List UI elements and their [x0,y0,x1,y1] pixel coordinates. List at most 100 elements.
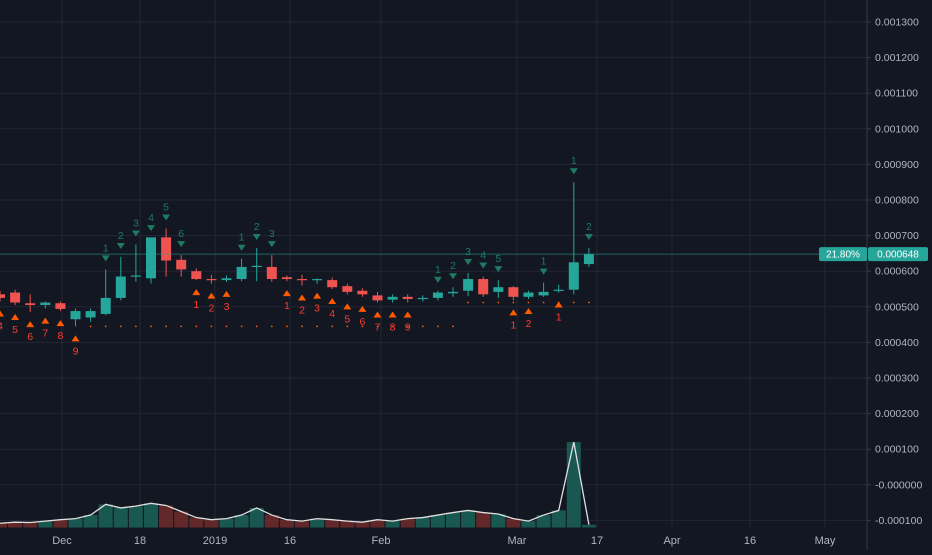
sequential-down-label: 1 [284,300,290,312]
volume-bar [68,518,83,528]
candle-body [176,259,187,270]
volume-bar [8,522,23,528]
y-tick-label: 0.000900 [875,159,919,171]
candle-body [478,279,489,295]
volume-bar [38,521,53,528]
candle-body [100,297,111,314]
sequential-down-label: 2 [299,304,305,316]
sequential-down-label: 1 [510,319,516,331]
sequential-down-label: 6 [27,331,33,343]
volume-bar [128,506,143,528]
sequential-down-arrow [71,335,80,342]
sequential-up-arrow [539,268,548,275]
sequential-up-arrow [433,276,442,283]
sequential-down-arrow [11,314,20,321]
candle-body [191,271,202,280]
sequential-up-arrow [464,258,473,265]
volume-bar [461,510,476,528]
volume-line [0,441,590,525]
volume-bar [83,515,98,528]
price-scale[interactable]: 0.001300 0.001200 0.001100 0.001000 0.000900… [867,17,922,527]
sequential-down-label: 2 [208,303,214,315]
sequential-down-arrow [358,305,367,312]
candle-body [115,276,126,298]
sequential-down-arrow [56,320,65,327]
candle-body [402,296,413,299]
candle-body [493,287,504,292]
volume-bar [476,512,491,528]
sequential-up-arrow [252,234,261,241]
volume-bar [370,519,385,528]
volume-bar [249,507,264,528]
y-tick-label: 0.000800 [875,195,919,207]
trend-dot [467,301,469,304]
volume-bar [355,522,370,528]
sequential-up-arrow [449,273,457,280]
trend-dot [376,325,379,328]
volume-bar [295,521,309,528]
sequential-up-label: 3 [465,246,471,258]
trend-dot [270,325,273,328]
volume-bar [446,512,460,528]
volume-bar [53,519,68,528]
candle-body [357,290,368,295]
candle-body [70,311,81,320]
sequential-down-label: 8 [390,322,396,334]
sequential-down-arrow [0,310,4,317]
trend-dot [588,301,590,304]
volume-bar [0,523,7,528]
volume-bar [430,515,445,528]
last-price-badge [868,247,928,262]
y-tick-label: 0.001300 [875,17,919,29]
trend-dot [527,301,530,304]
volume-bar [566,442,581,528]
trend-dot [497,301,500,304]
candle-body [327,280,338,288]
volume-bar [279,519,294,528]
sequential-up-arrow [237,244,246,251]
sequential-up-label: 1 [435,264,441,276]
x-tick-label: Mar [508,535,527,547]
sequential-down-arrow [207,292,216,299]
change-badge-text: 21.80% [826,250,860,261]
y-tick-label: 0.000500 [875,301,919,313]
x-tick-label: 18 [134,535,146,547]
candle-body [206,279,217,281]
candle-body [221,278,232,281]
volume-series [0,441,596,528]
y-tick-label: 0.001100 [875,88,918,100]
sequential-up-arrow [162,214,171,221]
volume-bar [234,515,249,528]
sequential-down-arrow [524,307,533,314]
time-scale[interactable]: Dec 18 2019 16 Feb Mar 17 Apr 16 May [52,535,836,547]
y-tick-label: 0.000600 [875,266,919,278]
trend-dot [240,325,243,328]
candle-body [146,237,156,279]
candle-body [523,292,534,297]
candle-body [25,303,36,306]
sequential-up-arrow [147,225,155,232]
volume-bar [219,518,234,528]
x-tick-label: Apr [663,535,680,547]
volume-bar [506,518,521,528]
sequential-down-arrow [298,294,306,301]
candle-body [251,265,262,268]
trend-dot [316,325,318,328]
sequential-up-label: 5 [495,253,501,265]
sequential-down-arrow [313,292,322,299]
candle-body [417,297,428,300]
sequential-up-label: 1 [541,256,547,268]
candle-body [538,291,549,296]
sequential-up-arrow [116,242,125,249]
sequential-down-label: 5 [344,313,350,325]
volume-bar [415,517,430,528]
sequential-down-arrow [192,289,201,296]
sequential-up-label: 2 [450,260,456,272]
x-tick-label: 17 [591,535,603,547]
candle-body [372,295,383,301]
trend-dot [135,325,137,328]
volume-bar [521,521,536,528]
trend-dot [165,325,168,328]
